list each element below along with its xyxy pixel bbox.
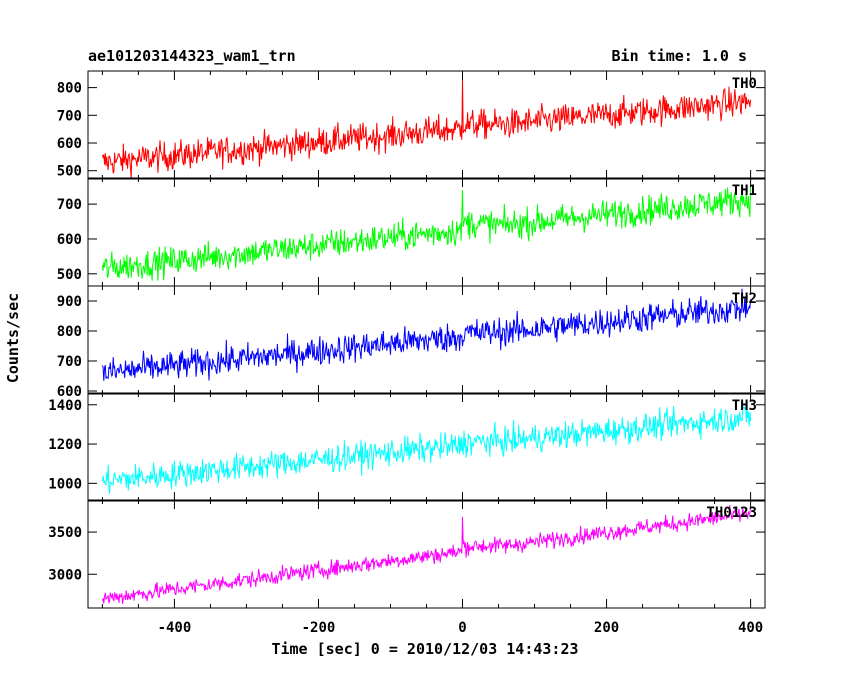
y-tick-label: 600	[57, 384, 82, 400]
panel-th1: 500 600 700 TH1	[57, 177, 766, 287]
y-tick-label: 1400	[48, 398, 82, 414]
y-tick-label: 600	[57, 232, 82, 248]
chart-title: ae101203144323_wam1_trn	[88, 47, 296, 65]
y-tick-label: 700	[57, 354, 82, 370]
panel-th0: 500 600 700 800 TH0	[57, 70, 766, 180]
y-tick-label: 3500	[48, 525, 82, 541]
panels-group: 500 600 700 800 TH0 500 600 700 TH1 600 700 800 900 T…	[48, 70, 766, 609]
y-tick-label: 800	[57, 324, 82, 340]
panel-label-th0: TH0	[732, 76, 757, 92]
x-tick-label: 0	[458, 620, 466, 636]
panel-th0123: 3000 3500 TH0123	[48, 499, 766, 609]
panel-label-th1: TH1	[732, 183, 757, 199]
x-tick-label: 400	[738, 620, 763, 636]
y-tick-label: 3000	[48, 567, 82, 583]
y-axis-label: Counts/sec	[4, 293, 22, 383]
y-tick-label: 500	[57, 267, 82, 283]
panel-label-th2: TH2	[732, 291, 757, 307]
x-tick-label: -400	[158, 620, 192, 636]
y-tick-label: 500	[57, 164, 82, 180]
series-line-th1	[101, 186, 752, 281]
series-line-th0	[101, 76, 752, 180]
x-axis-label: Time [sec] 0 = 2010/12/03 14:43:23	[271, 640, 578, 658]
y-tick-label: 900	[57, 294, 82, 310]
x-axis: -400 -200 0 200 400	[158, 620, 764, 636]
y-tick-label: 1000	[48, 476, 82, 492]
y-tick-label: 700	[57, 108, 82, 124]
bin-time-label: Bin time: 1.0 s	[612, 47, 747, 65]
panel-th3: 1000 1200 1400 TH3	[48, 392, 766, 502]
panel-label-th3: TH3	[732, 398, 757, 414]
x-tick-label: 200	[594, 620, 619, 636]
y-tick-label: 600	[57, 136, 82, 152]
panel-label-th0123: TH0123	[706, 505, 757, 521]
x-tick-label: -200	[302, 620, 336, 636]
y-tick-label: 800	[57, 81, 82, 97]
series-line-th2	[101, 288, 752, 381]
y-tick-label: 700	[57, 197, 82, 213]
y-tick-label: 1200	[48, 437, 82, 453]
series-line-th3	[101, 406, 752, 494]
series-line-th0123	[101, 505, 752, 605]
panel-th2: 600 700 800 900 TH2	[57, 285, 766, 400]
